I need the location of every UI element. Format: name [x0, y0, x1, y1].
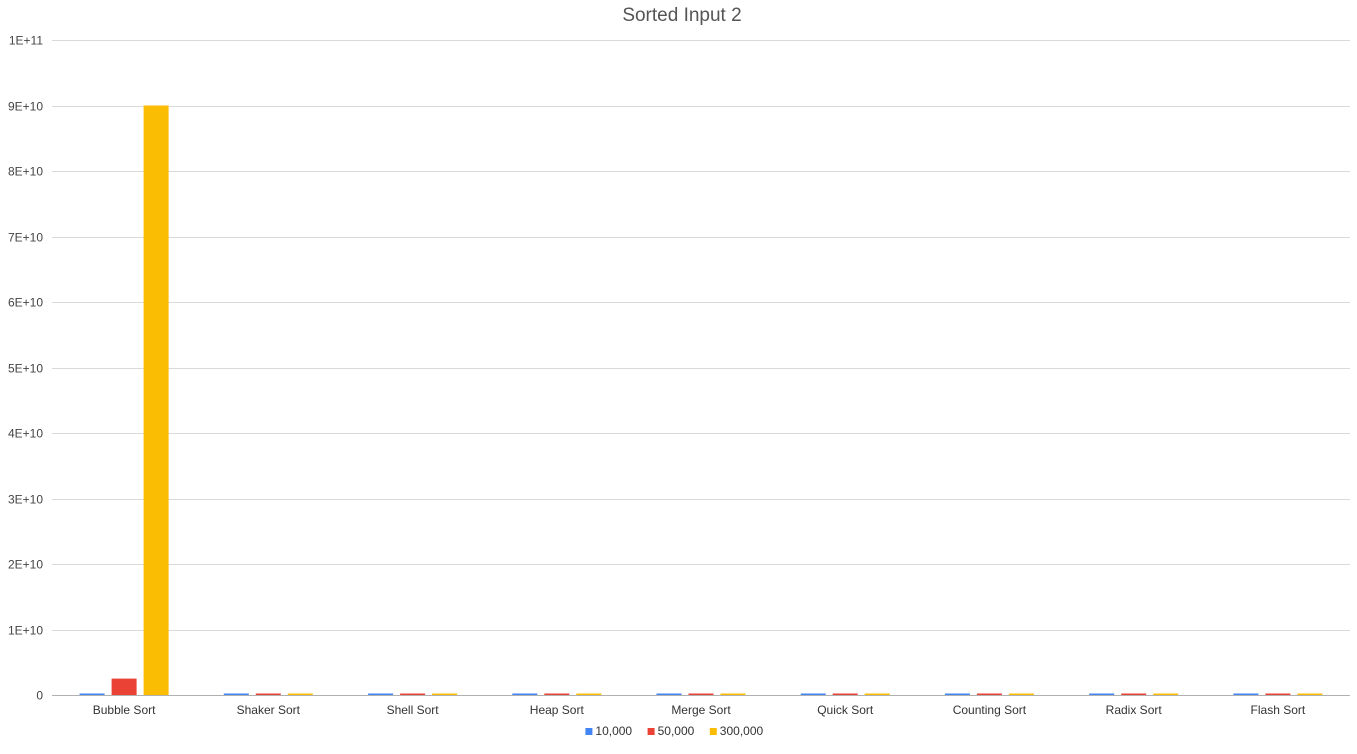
y-tick-label: 3E+10	[8, 493, 43, 507]
bar	[864, 693, 890, 695]
bar	[1233, 693, 1259, 695]
legend-label: 50,000	[658, 724, 695, 738]
bar	[720, 693, 746, 695]
bar	[576, 693, 602, 695]
x-category-label: Merge Sort	[671, 703, 731, 717]
bar	[1153, 693, 1179, 695]
bar	[544, 693, 570, 695]
x-category-label: Bubble Sort	[93, 703, 156, 717]
x-category-label: Counting Sort	[953, 703, 1027, 717]
y-tick-label: 9E+10	[8, 100, 43, 114]
bar	[111, 678, 137, 695]
bar	[976, 693, 1002, 695]
bar	[688, 693, 714, 695]
y-tick-label: 4E+10	[8, 427, 43, 441]
bar	[368, 693, 394, 695]
legend-swatch	[647, 728, 655, 735]
legend-swatch	[709, 728, 717, 735]
legend: 10,000 50,000 300,000	[585, 724, 764, 738]
bar	[223, 693, 249, 695]
bar	[1089, 693, 1115, 695]
y-tick-label: 5E+10	[8, 362, 43, 376]
bar	[1008, 693, 1034, 695]
axes: 0 1E+10 2E+10 3E+10 4E+10 5E+10 6E+10 7E+10 8E+1…	[8, 34, 1306, 718]
bar	[79, 693, 105, 695]
chart-title: Sorted Input 2	[622, 5, 741, 26]
legend-label: 10,000	[595, 724, 632, 738]
x-category-label: Heap Sort	[530, 703, 585, 717]
bars	[79, 105, 1323, 695]
x-category-label: Quick Sort	[817, 703, 874, 717]
bar	[800, 693, 826, 695]
x-category-label: Shell Sort	[387, 703, 440, 717]
bar	[400, 693, 426, 695]
bar	[432, 693, 458, 695]
bar	[287, 693, 313, 695]
gridlines	[52, 40, 1350, 696]
y-tick-label: 2E+10	[8, 558, 43, 572]
bar	[143, 105, 169, 695]
bar	[1297, 693, 1323, 695]
x-category-label: Shaker Sort	[237, 703, 301, 717]
x-category-label: Radix Sort	[1106, 703, 1163, 717]
bar	[512, 693, 538, 695]
legend-swatch	[585, 728, 593, 735]
y-tick-label: 1E+11	[9, 34, 43, 48]
bar	[944, 693, 970, 695]
y-tick-label: 6E+10	[8, 296, 43, 310]
bar	[1121, 693, 1147, 695]
y-tick-label: 8E+10	[8, 165, 43, 179]
legend-label: 300,000	[720, 724, 764, 738]
y-tick-label: 1E+10	[8, 624, 43, 638]
bar	[656, 693, 682, 695]
y-tick-label: 0	[36, 689, 43, 703]
bar	[832, 693, 858, 695]
x-category-label: Flash Sort	[1251, 703, 1306, 717]
bar	[1265, 693, 1291, 695]
bar	[255, 693, 281, 695]
y-tick-label: 7E+10	[8, 231, 43, 245]
